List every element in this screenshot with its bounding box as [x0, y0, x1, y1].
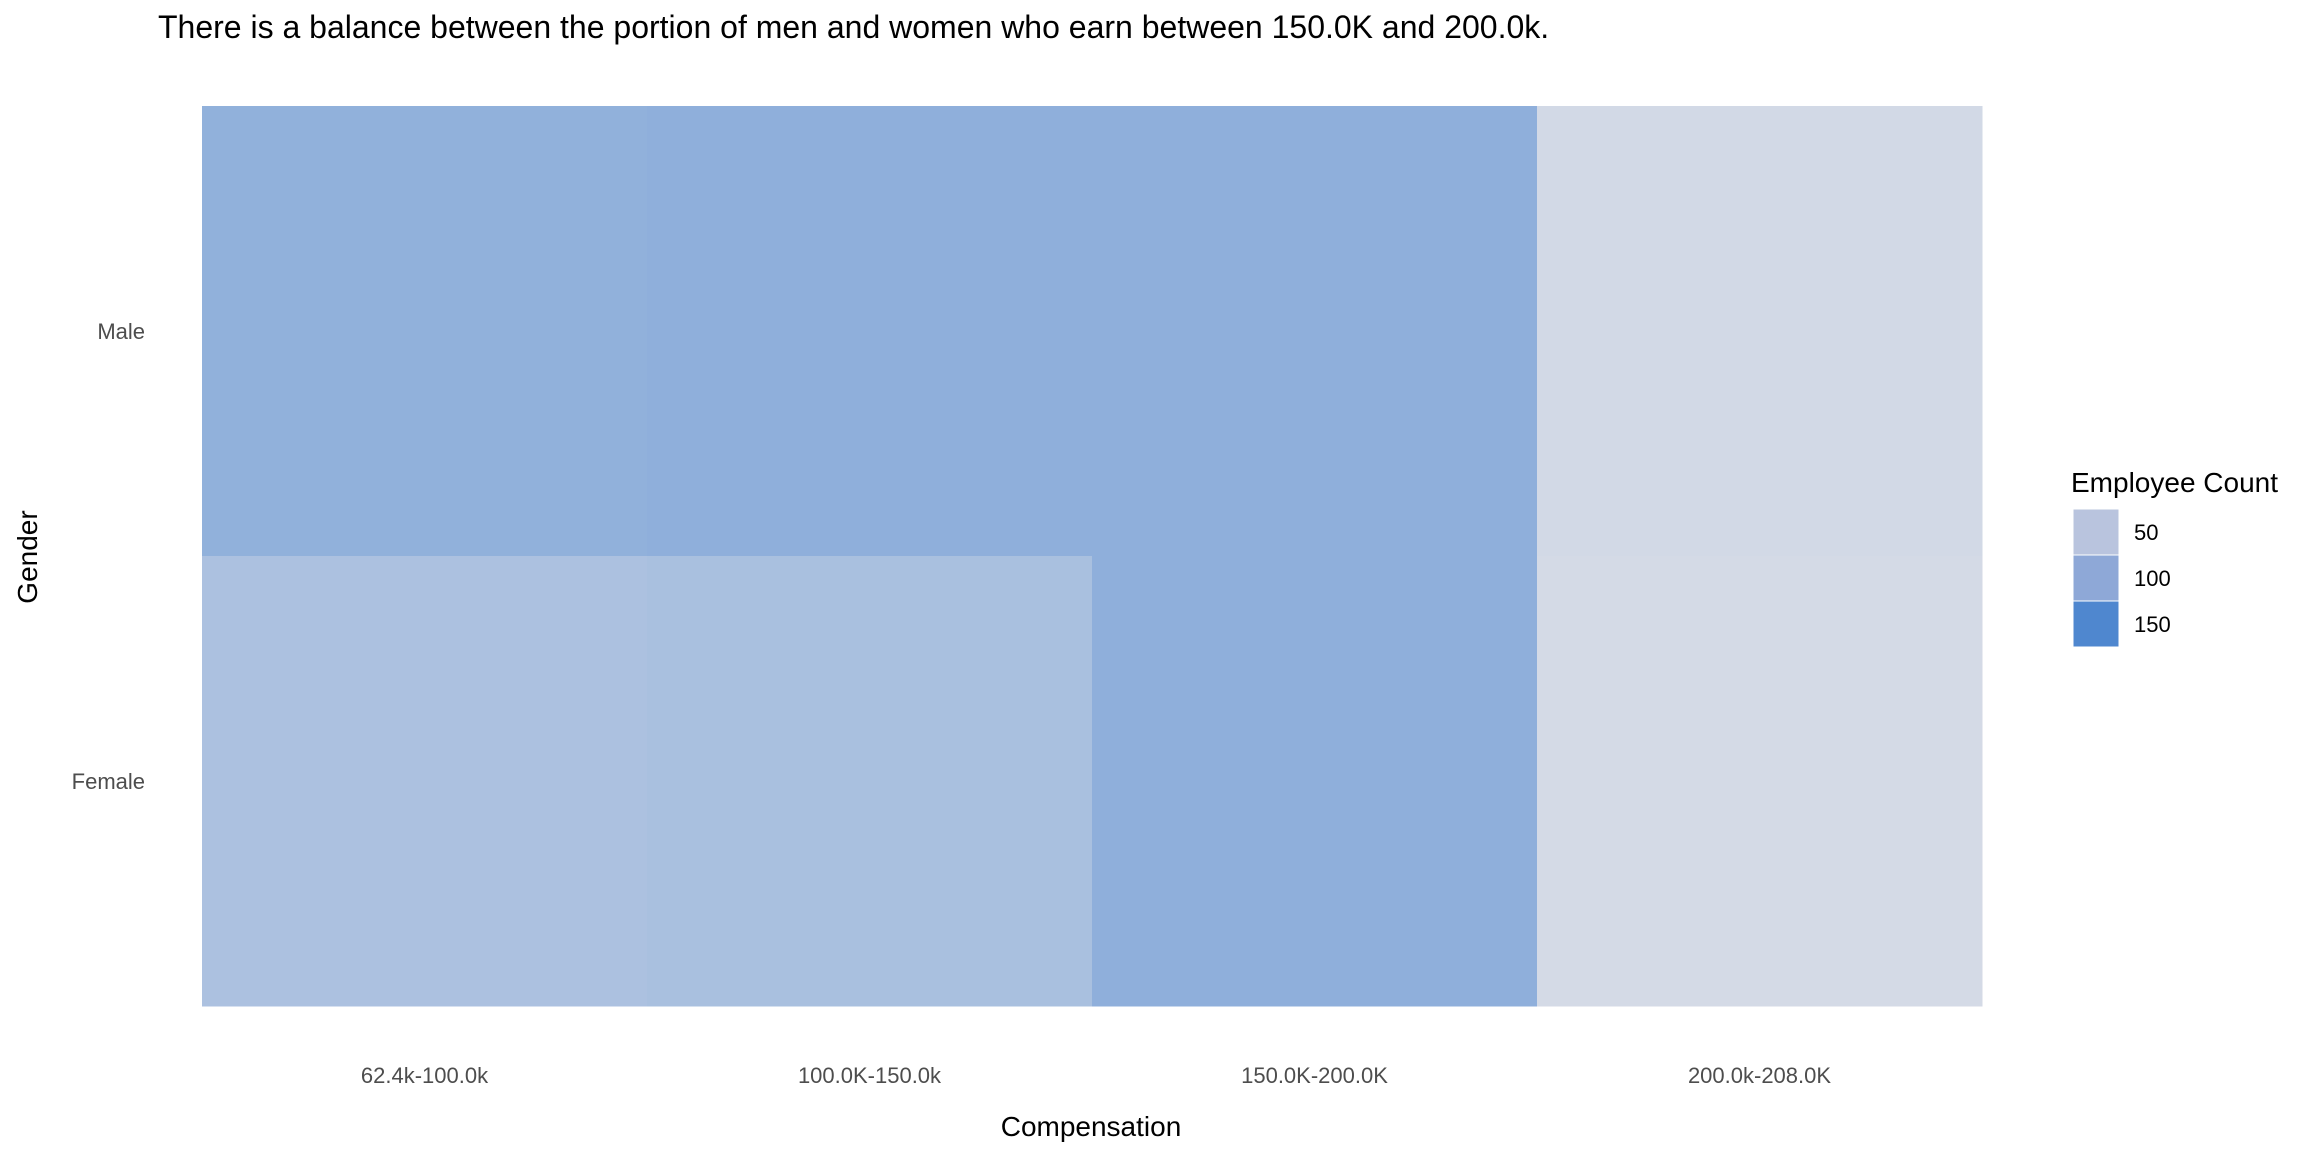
y-tick-label: Female — [72, 769, 145, 794]
legend-key-swatch — [2072, 554, 2120, 602]
chart-title: There is a balance between the portion o… — [158, 9, 1549, 45]
legend-key-swatch — [2072, 508, 2120, 556]
legend-key-label: 100 — [2134, 566, 2171, 591]
y-tick-label: Male — [97, 319, 145, 344]
heatmap-cell — [1537, 106, 1983, 557]
x-tick-label: 100.0K-150.0k — [798, 1063, 942, 1088]
heatmap-cell — [647, 556, 1093, 1007]
legend: Employee Count 50 100 150 — [2071, 467, 2278, 648]
x-tick-label: 62.4k-100.0k — [361, 1063, 489, 1088]
legend-keys: 50 100 150 — [2072, 508, 2171, 648]
legend-key-label: 150 — [2134, 612, 2171, 637]
heatmap-cell — [1092, 106, 1538, 557]
legend-title: Employee Count — [2071, 467, 2278, 498]
x-tick-label: 150.0K-200.0K — [1241, 1063, 1388, 1088]
heatmap-cell — [202, 556, 648, 1007]
heatmap-cell — [202, 106, 648, 557]
x-tick-label: 200.0k-208.0K — [1688, 1063, 1831, 1088]
y-axis-title: Gender — [12, 510, 43, 603]
legend-key-label: 50 — [2134, 520, 2158, 545]
heatmap-cell — [1537, 556, 1983, 1007]
legend-key-swatch — [2072, 600, 2120, 648]
x-axis-title: Compensation — [1001, 1111, 1182, 1142]
heatmap-cells — [202, 106, 1983, 1007]
heatmap-cell — [647, 106, 1093, 557]
x-axis-ticks: 62.4k-100.0k 100.0K-150.0k 150.0K-200.0K 20… — [361, 1063, 1831, 1088]
heatmap-cell — [1092, 556, 1538, 1007]
y-axis-ticks: Male Female — [72, 319, 145, 794]
